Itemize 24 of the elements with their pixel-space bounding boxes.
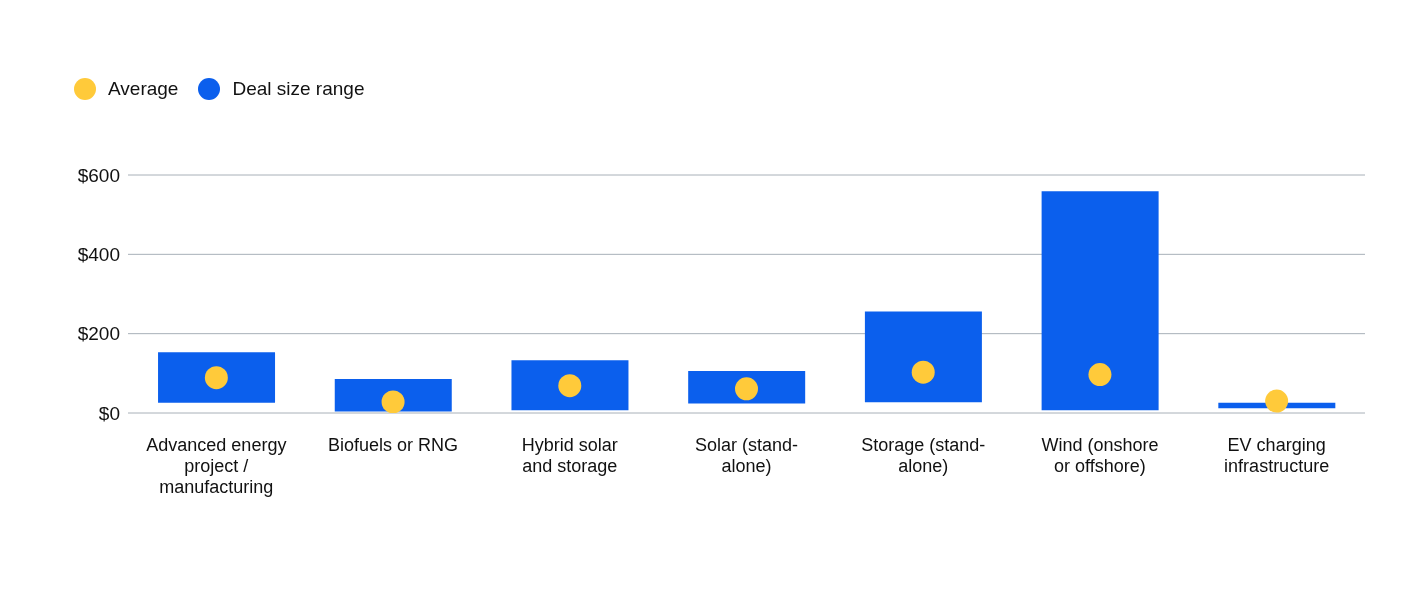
legend-label: Deal size range [232, 78, 365, 100]
y-tick-label: $0 [98, 402, 120, 424]
x-tick-label: Storage (stand-alone) [861, 435, 986, 476]
point [204, 366, 228, 390]
bar [1041, 191, 1159, 411]
point [381, 390, 405, 413]
point [911, 360, 935, 384]
x-tick-label: Solar (stand-alone) [694, 435, 799, 476]
y-tick-label: $600 [77, 164, 120, 186]
bar [864, 311, 982, 403]
bar [158, 352, 276, 403]
x-tick-label: Biofuels or RNG [328, 435, 459, 455]
x-tick-label: EV charging infrastructure [1224, 435, 1330, 476]
bar [511, 360, 629, 411]
y-tick-label: $400 [77, 244, 120, 266]
x-tick-label: Wind (onshore or offshore) [1041, 435, 1159, 476]
y-tick-label: $200 [77, 323, 120, 345]
point [1088, 363, 1112, 387]
point [1265, 389, 1289, 413]
x-tick-label: Advanced energy project / manufacturing [146, 435, 287, 497]
point [558, 374, 582, 398]
x-tick-label: Hybrid solar and storage [521, 435, 618, 476]
point [735, 377, 758, 401]
legend-label: Average [108, 78, 179, 100]
